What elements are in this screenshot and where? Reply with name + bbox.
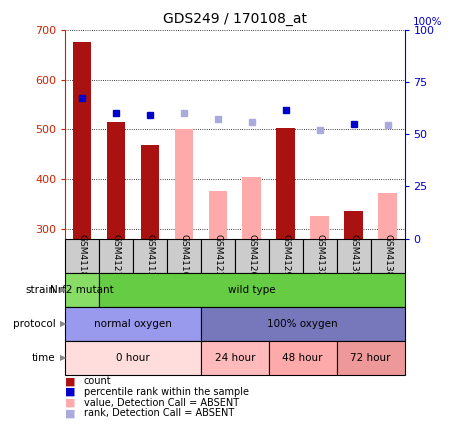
- Text: ■: ■: [65, 397, 75, 408]
- Text: protocol: protocol: [13, 319, 56, 329]
- Bar: [140, 145, 159, 239]
- Title: GDS249 / 170108_at: GDS249 / 170108_at: [163, 12, 307, 26]
- Bar: [174, 129, 193, 239]
- Bar: [269, 239, 303, 273]
- Text: count: count: [84, 376, 111, 386]
- Bar: [201, 341, 269, 375]
- Text: 0 hour: 0 hour: [116, 353, 150, 363]
- Text: rank, Detection Call = ABSENT: rank, Detection Call = ABSENT: [84, 408, 234, 418]
- Text: GSM4135: GSM4135: [349, 234, 358, 277]
- Text: 100% oxygen: 100% oxygen: [267, 319, 338, 329]
- Bar: [65, 307, 201, 341]
- Bar: [378, 193, 397, 239]
- Text: GSM4123: GSM4123: [213, 234, 222, 277]
- Bar: [65, 341, 201, 375]
- Text: wild type: wild type: [228, 285, 276, 295]
- Text: ■: ■: [65, 408, 75, 418]
- Bar: [106, 122, 126, 239]
- Bar: [242, 177, 261, 239]
- Bar: [269, 341, 337, 375]
- Text: GSM4121: GSM4121: [112, 234, 120, 277]
- Bar: [303, 239, 337, 273]
- Bar: [99, 239, 133, 273]
- Text: strain: strain: [26, 285, 56, 295]
- Text: percentile rank within the sample: percentile rank within the sample: [84, 387, 249, 397]
- Text: Nrf2 mutant: Nrf2 mutant: [50, 285, 114, 295]
- Bar: [201, 307, 405, 341]
- Text: normal oxygen: normal oxygen: [94, 319, 172, 329]
- Bar: [201, 239, 235, 273]
- Text: ▶: ▶: [60, 319, 66, 328]
- Text: GSM4113: GSM4113: [146, 234, 154, 277]
- Bar: [167, 239, 201, 273]
- Bar: [73, 42, 92, 239]
- Text: ■: ■: [65, 387, 75, 397]
- Bar: [337, 239, 371, 273]
- Text: 48 hour: 48 hour: [282, 353, 323, 363]
- Text: ■: ■: [65, 376, 75, 386]
- Bar: [65, 273, 99, 307]
- Text: 24 hour: 24 hour: [214, 353, 255, 363]
- Bar: [208, 191, 227, 239]
- Bar: [371, 239, 405, 273]
- Text: ▶: ▶: [60, 353, 66, 363]
- Text: 100%: 100%: [413, 17, 442, 27]
- Text: time: time: [32, 353, 56, 363]
- Bar: [235, 239, 269, 273]
- Text: GSM4126: GSM4126: [247, 234, 256, 277]
- Text: GSM4129: GSM4129: [281, 234, 290, 277]
- Bar: [133, 239, 167, 273]
- Text: ▶: ▶: [60, 285, 66, 294]
- Text: GSM4132: GSM4132: [315, 234, 324, 277]
- Bar: [276, 128, 295, 239]
- Bar: [65, 239, 99, 273]
- Bar: [337, 341, 405, 375]
- Text: GSM4116: GSM4116: [179, 234, 188, 277]
- Text: 72 hour: 72 hour: [350, 353, 391, 363]
- Text: value, Detection Call = ABSENT: value, Detection Call = ABSENT: [84, 397, 239, 408]
- Bar: [344, 211, 363, 239]
- Text: GSM4118: GSM4118: [78, 234, 86, 277]
- Bar: [310, 216, 329, 239]
- Text: GSM4138: GSM4138: [383, 234, 392, 277]
